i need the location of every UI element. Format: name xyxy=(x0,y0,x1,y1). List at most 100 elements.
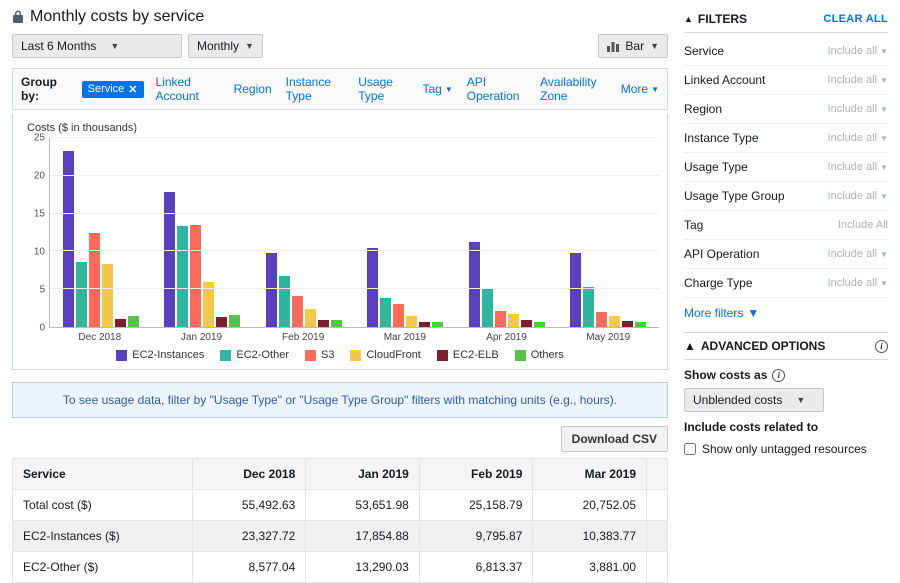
table-column-header[interactable]: Feb 2019 xyxy=(419,459,533,490)
bar[interactable] xyxy=(292,296,303,327)
bar[interactable] xyxy=(89,233,100,328)
legend-item[interactable]: S3 xyxy=(305,349,334,361)
table-row[interactable]: EC2-Other ($)8,577.0413,290.036,813.373,… xyxy=(13,552,668,583)
bar[interactable] xyxy=(570,253,581,327)
advanced-toggle[interactable]: ▲ ADVANCED OPTIONS xyxy=(684,339,825,353)
legend-item[interactable]: EC2-ELB xyxy=(437,349,499,361)
bar[interactable] xyxy=(190,225,201,327)
filter-include-dropdown[interactable]: Include all▼ xyxy=(828,161,888,173)
bar[interactable] xyxy=(469,242,480,327)
bar[interactable] xyxy=(495,311,506,327)
groupby-option[interactable]: Availability Zone xyxy=(540,75,609,103)
more-filters-link[interactable]: More filters ▼ xyxy=(684,298,759,328)
bar[interactable] xyxy=(115,319,126,327)
x-tick-label: Apr 2019 xyxy=(456,328,558,343)
legend-swatch xyxy=(437,350,448,361)
bar-group xyxy=(50,138,152,327)
bar[interactable] xyxy=(279,276,290,327)
bar[interactable] xyxy=(102,264,113,327)
date-range-value: Last 6 Months xyxy=(21,39,96,53)
table-column-header[interactable]: Service xyxy=(13,459,193,490)
bar[interactable] xyxy=(622,321,633,327)
filter-include-dropdown[interactable]: Include all▼ xyxy=(828,74,888,86)
bar[interactable] xyxy=(76,262,87,327)
table-body: Total cost ($)55,492.6353,651.9825,158.7… xyxy=(13,490,668,583)
table-column-header[interactable]: Mar 2019 xyxy=(533,459,647,490)
legend-item[interactable]: EC2-Instances xyxy=(116,349,204,361)
bar[interactable] xyxy=(521,320,532,327)
table-cell: 8,577.04 xyxy=(192,552,306,583)
table-row[interactable]: EC2-Instances ($)23,327.7217,854.889,795… xyxy=(13,521,668,552)
bar[interactable] xyxy=(128,316,139,327)
table-row[interactable]: Total cost ($)55,492.6353,651.9825,158.7… xyxy=(13,490,668,521)
download-csv-button[interactable]: Download CSV xyxy=(561,426,668,452)
chart-legend: EC2-Instances EC2-Other S3 CloudFront EC2-EL… xyxy=(21,349,659,361)
legend-item[interactable]: CloudFront xyxy=(350,349,420,361)
bar[interactable] xyxy=(482,289,493,327)
groupby-active-chip[interactable]: Service ✕ xyxy=(82,81,144,98)
bar[interactable] xyxy=(229,315,240,327)
table-column-header[interactable]: Jan 2019 xyxy=(306,459,420,490)
bar[interactable] xyxy=(393,304,404,327)
bar[interactable] xyxy=(508,314,519,327)
legend-item[interactable]: EC2-Other xyxy=(220,349,289,361)
gridline xyxy=(50,175,659,176)
bar[interactable] xyxy=(63,151,74,327)
groupby-option[interactable]: API Operation xyxy=(467,75,526,103)
bar[interactable] xyxy=(331,320,342,327)
show-costs-dropdown[interactable]: Unblended costs ▼ xyxy=(684,388,824,412)
groupby-option[interactable]: Region xyxy=(234,82,272,96)
bar[interactable] xyxy=(419,322,430,327)
groupby-option[interactable]: Tag▼ xyxy=(423,82,453,96)
groupby-option[interactable]: Linked Account xyxy=(156,75,220,103)
show-costs-value: Unblended costs xyxy=(693,393,782,407)
bar[interactable] xyxy=(596,312,607,327)
groupby-more[interactable]: More ▼ xyxy=(621,82,659,96)
filter-include-dropdown[interactable]: Include all▼ xyxy=(828,190,888,202)
info-icon[interactable]: i xyxy=(875,340,888,353)
filter-include-label: Include all xyxy=(828,45,878,57)
bar[interactable] xyxy=(266,253,277,327)
bar[interactable] xyxy=(406,316,417,327)
filter-include-dropdown[interactable]: Include all▼ xyxy=(828,103,888,115)
granularity-dropdown[interactable]: Monthly ▼ xyxy=(188,34,263,58)
filter-name: Usage Type Group xyxy=(684,189,785,203)
legend-label: EC2-Other xyxy=(236,349,289,361)
controls-row: Last 6 Months ▼ Monthly ▼ Bar ▼ xyxy=(12,34,668,58)
filter-include-label: Include all xyxy=(828,190,878,202)
bar[interactable] xyxy=(318,320,329,327)
bar[interactable] xyxy=(177,226,188,327)
untagged-checkbox[interactable] xyxy=(684,443,696,455)
bar[interactable] xyxy=(635,322,646,327)
chip-remove-icon[interactable]: ✕ xyxy=(128,83,137,96)
table-cell: 23,327.72 xyxy=(192,521,306,552)
clear-all-button[interactable]: CLEAR ALL xyxy=(823,13,888,25)
filters-toggle[interactable]: ▲ FILTERS xyxy=(684,12,747,26)
bar[interactable] xyxy=(432,322,443,327)
chart-type-dropdown[interactable]: Bar ▼ xyxy=(598,34,668,58)
info-banner: To see usage data, filter by "Usage Type… xyxy=(12,382,668,418)
legend-item[interactable]: Others xyxy=(515,349,564,361)
gridline xyxy=(50,250,659,251)
bar-group xyxy=(355,138,457,327)
filter-include-dropdown[interactable]: Include all▼ xyxy=(828,132,888,144)
filter-include-dropdown[interactable]: Include all▼ xyxy=(828,45,888,57)
chart-container: Costs ($ in thousands) 0510152025 Dec 20… xyxy=(12,114,668,370)
filter-name: Service xyxy=(684,44,724,58)
groupby-option[interactable]: Instance Type xyxy=(286,75,345,103)
bar[interactable] xyxy=(583,287,594,327)
filter-include-dropdown[interactable]: Include all▼ xyxy=(828,248,888,260)
bar[interactable] xyxy=(216,317,227,327)
filter-name: API Operation xyxy=(684,247,759,261)
bar[interactable] xyxy=(380,298,391,327)
bar[interactable] xyxy=(305,309,316,327)
filter-include-dropdown[interactable]: Include all▼ xyxy=(828,277,888,289)
info-icon[interactable]: i xyxy=(772,369,785,382)
filter-include-dropdown[interactable]: Include All xyxy=(838,219,888,231)
groupby-option[interactable]: Usage Type xyxy=(358,75,408,103)
date-range-dropdown[interactable]: Last 6 Months ▼ xyxy=(12,34,182,58)
bar[interactable] xyxy=(534,322,545,327)
bar[interactable] xyxy=(609,316,620,327)
legend-swatch xyxy=(305,350,316,361)
table-column-header[interactable]: Dec 2018 xyxy=(192,459,306,490)
